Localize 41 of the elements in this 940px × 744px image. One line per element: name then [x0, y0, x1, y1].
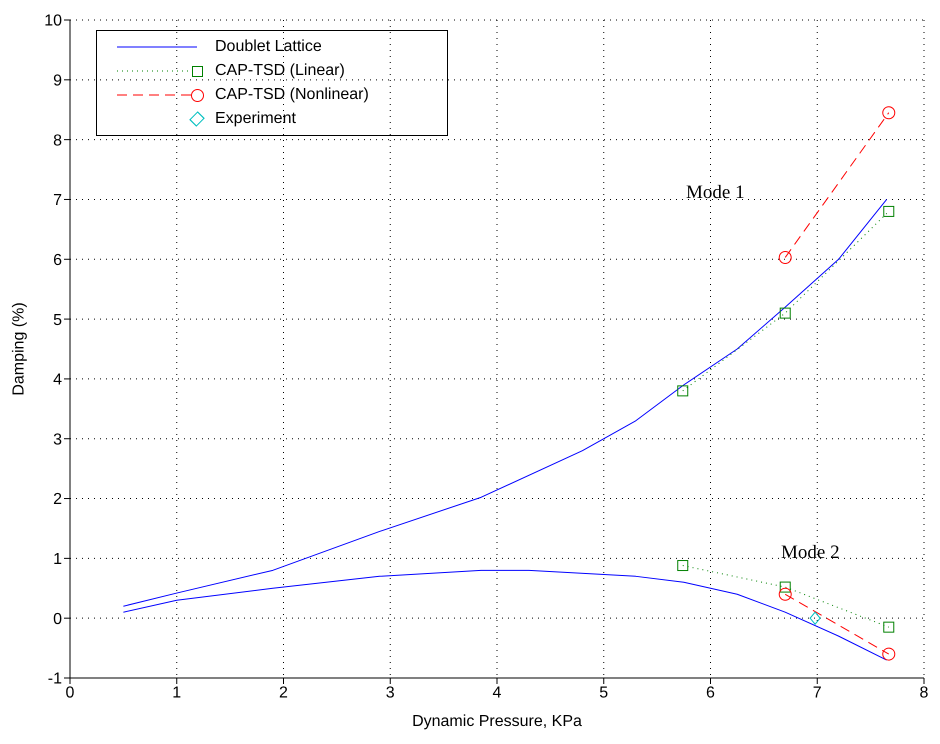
point — [780, 582, 791, 593]
x-tick-label: 7 — [812, 684, 822, 702]
point — [882, 106, 896, 120]
y-tick-label: 10 — [44, 12, 62, 30]
y-tick-label: 4 — [53, 372, 62, 389]
legend-label: Experiment — [215, 110, 296, 128]
y-tick-label: 9 — [53, 72, 62, 90]
point — [778, 588, 792, 601]
x-tick-label: 1 — [172, 684, 182, 702]
x-tick-label: 4 — [492, 684, 502, 702]
y-tick-label: 8 — [53, 132, 62, 150]
y-tick-label: 7 — [53, 192, 62, 210]
y-tick-label: 1 — [53, 551, 62, 568]
annotation: Mode 2 — [781, 542, 840, 564]
y-tick-label: 6 — [53, 252, 62, 269]
point — [677, 560, 688, 572]
point — [883, 206, 894, 217]
x-tick-label: 3 — [386, 684, 395, 702]
annotation: Mode 1 — [686, 182, 745, 204]
x-tick-label: 2 — [279, 684, 288, 702]
point — [780, 308, 791, 319]
x-tick-label: 8 — [920, 684, 929, 702]
y-axis-title: Damping (%) — [10, 302, 28, 396]
line-series — [122, 198, 888, 607]
y-tick-label: 2 — [53, 491, 62, 508]
x-tick-label: 5 — [599, 684, 608, 702]
y-tick-label: 3 — [53, 431, 62, 448]
point — [677, 385, 688, 396]
y-tick-label: -1 — [48, 670, 62, 688]
point — [778, 250, 792, 264]
y-tick-label: 5 — [53, 312, 62, 329]
point — [810, 612, 821, 625]
x-tick-label: 0 — [66, 684, 75, 702]
point — [882, 648, 896, 661]
legend-label: CAP-TSD (Linear) — [215, 62, 345, 80]
y-tick-label: 0 — [53, 610, 62, 628]
legend-label: CAP-TSD (Nonlinear) — [215, 86, 369, 104]
x-axis-title: Dynamic Pressure, KPa — [412, 713, 582, 730]
x-tick-label: 6 — [706, 684, 716, 702]
point — [883, 622, 894, 633]
legend-label: Doublet Lattice — [215, 38, 322, 56]
